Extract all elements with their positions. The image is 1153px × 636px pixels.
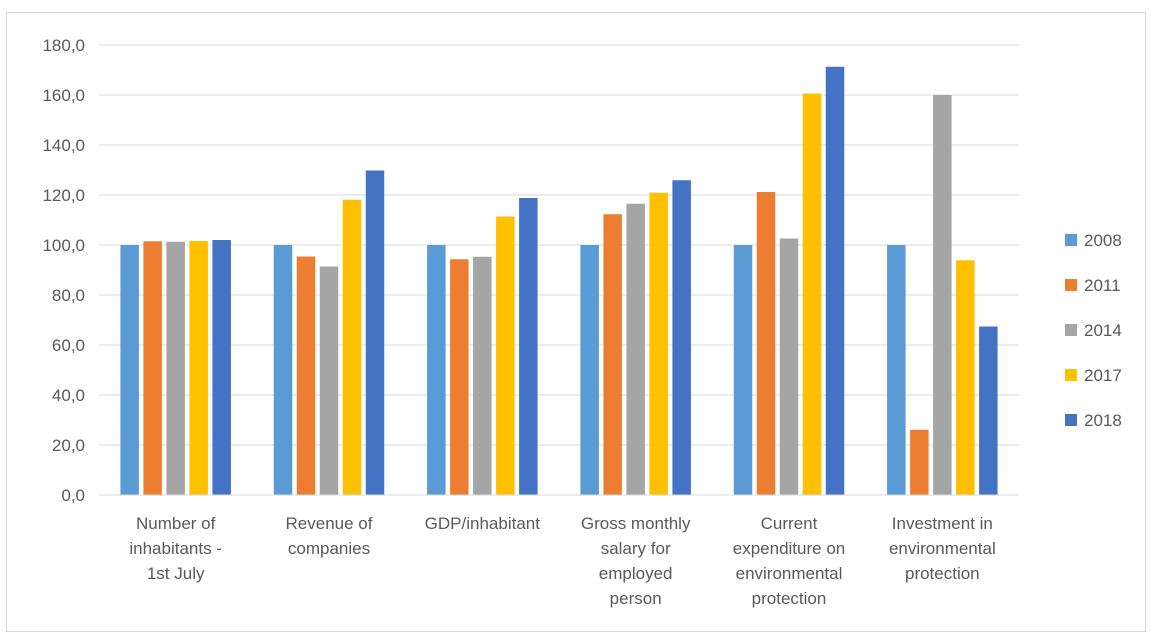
bar-2018-5 bbox=[979, 326, 998, 495]
legend-item-2014: 2014 bbox=[1065, 321, 1122, 340]
bar-2014-0 bbox=[166, 241, 185, 495]
legend-swatch bbox=[1065, 414, 1077, 426]
bar-2011-1 bbox=[296, 256, 316, 495]
category-label: Revenue of companies bbox=[286, 514, 373, 558]
y-axis-ticks: 0,0 20,0 40,0 60,0 80,0 100,0 120,0 140,0 160,0 1… bbox=[42, 36, 85, 505]
category-label: Current expenditure on environmental protec… bbox=[733, 514, 845, 608]
y-tick-label: 0,0 bbox=[61, 486, 85, 505]
bar-2014-1 bbox=[319, 266, 339, 495]
legend-label: 2011 bbox=[1084, 276, 1121, 295]
y-tick-label: 180,0 bbox=[42, 36, 85, 55]
y-tick-label: 60,0 bbox=[52, 336, 85, 355]
bar-2017-3 bbox=[649, 192, 668, 495]
bar-2014-4 bbox=[779, 238, 799, 495]
legend-item-2008: 2008 bbox=[1065, 231, 1122, 250]
bar-2011-5 bbox=[910, 429, 929, 495]
bar-2008-1 bbox=[273, 245, 293, 495]
bar-2011-4 bbox=[756, 192, 776, 495]
bar-chart: 0,0 20,0 40,0 60,0 80,0 100,0 120,0 140,0 160,0 1… bbox=[42, 36, 1122, 608]
bar-2017-5 bbox=[956, 260, 975, 495]
bar-2017-1 bbox=[342, 199, 362, 495]
legend-item-2017: 2017 bbox=[1065, 366, 1122, 385]
bar-2011-3 bbox=[603, 214, 622, 495]
legend-label: 2014 bbox=[1084, 321, 1122, 340]
bars bbox=[120, 66, 998, 495]
bar-2017-2 bbox=[496, 216, 515, 495]
legend-swatch bbox=[1065, 369, 1077, 381]
gridlines bbox=[99, 44, 1019, 446]
legend-label: 2017 bbox=[1084, 366, 1122, 385]
category-labels: Number of inhabitants -1st July Revenue of… bbox=[129, 514, 995, 608]
category-label: Gross monthly salary for employed person bbox=[581, 514, 691, 608]
y-tick-label: 40,0 bbox=[52, 386, 85, 405]
bar-2018-0 bbox=[212, 240, 231, 495]
y-tick-label: 120,0 bbox=[42, 186, 85, 205]
legend-item-2011: 2011 bbox=[1065, 276, 1121, 295]
bar-2018-4 bbox=[825, 66, 845, 495]
legend-label: 2018 bbox=[1084, 411, 1122, 430]
bar-2017-0 bbox=[189, 241, 208, 495]
legend-label: 2008 bbox=[1084, 231, 1122, 250]
bar-2011-2 bbox=[450, 259, 469, 495]
bar-2008-3 bbox=[580, 245, 599, 495]
legend-item-2018: 2018 bbox=[1065, 411, 1122, 430]
bar-2014-3 bbox=[626, 203, 645, 495]
y-tick-label: 140,0 bbox=[42, 136, 85, 155]
legend-swatch bbox=[1065, 324, 1077, 336]
bar-2018-1 bbox=[365, 170, 385, 495]
chart-area: 0,0 20,0 40,0 60,0 80,0 100,0 120,0 140,0 160,0 1… bbox=[6, 12, 1146, 632]
y-tick-label: 160,0 bbox=[42, 86, 85, 105]
bar-2014-2 bbox=[473, 256, 492, 495]
bar-2014-5 bbox=[933, 95, 952, 495]
bar-2008-4 bbox=[733, 245, 753, 495]
bar-2008-5 bbox=[887, 245, 906, 495]
category-label: Number of inhabitants -1st July bbox=[129, 514, 222, 583]
bar-2008-0 bbox=[120, 245, 139, 495]
legend-swatch bbox=[1065, 234, 1077, 246]
bar-2018-2 bbox=[519, 198, 538, 495]
y-tick-label: 20,0 bbox=[52, 436, 85, 455]
bar-2008-2 bbox=[427, 245, 446, 495]
category-label: GDP/inhabitant bbox=[425, 514, 541, 533]
y-tick-label: 100,0 bbox=[42, 236, 85, 255]
bar-2011-0 bbox=[143, 241, 162, 495]
legend: 2008 2011 2014 2017 2018 bbox=[1065, 231, 1122, 430]
bar-2017-4 bbox=[802, 93, 822, 495]
legend-swatch bbox=[1065, 279, 1077, 291]
bar-2018-3 bbox=[672, 180, 691, 495]
y-tick-label: 80,0 bbox=[52, 286, 85, 305]
category-label: Investment in environmental protection bbox=[889, 514, 996, 583]
